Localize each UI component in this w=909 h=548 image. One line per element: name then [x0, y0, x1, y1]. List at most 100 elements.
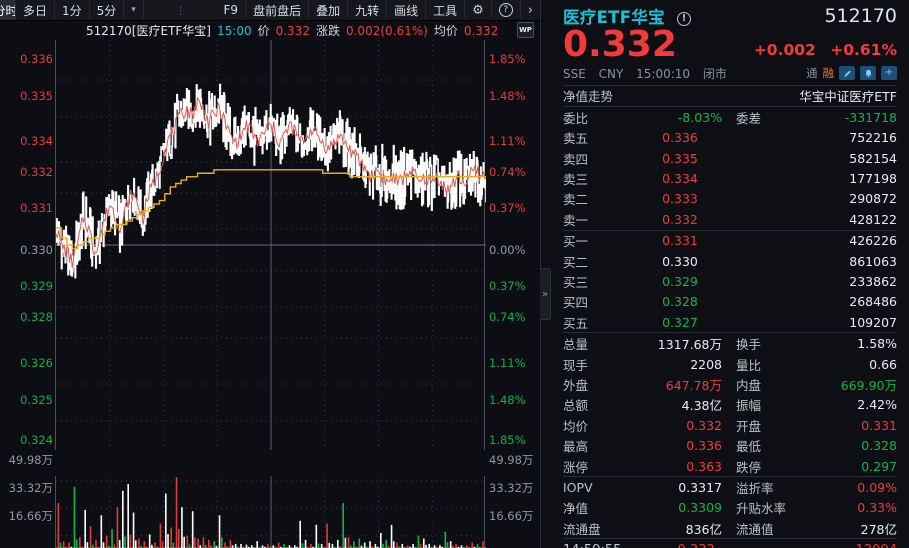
ask-row[interactable]: 卖二 0.333 290872	[541, 189, 909, 209]
plus-icon[interactable]: +	[881, 66, 897, 81]
period-tab-1[interactable]: 多日	[16, 0, 56, 20]
volume-axis-tick: 16.66万	[8, 509, 53, 523]
bid-row-qty: 233862	[849, 274, 897, 289]
overlay-button[interactable]: 叠加	[309, 0, 349, 20]
period-tab-3[interactable]: 5分	[90, 0, 125, 20]
chevron-right-icon[interactable]: ›	[527, 2, 533, 18]
price-axis-tick: 0.334	[20, 134, 53, 148]
bid-row[interactable]: 买二 0.330 861063	[541, 251, 909, 271]
ask-row-label: 卖四	[563, 151, 589, 167]
ask-row-qty: 752216	[849, 130, 897, 146]
pen-glyph	[843, 70, 851, 77]
f9-button[interactable]: F9	[217, 0, 247, 20]
volume-axis-tick-right: 16.66万	[489, 509, 534, 523]
stat-row-value-1: 1317.68万	[657, 337, 722, 353]
stat-row-value-1: 647.78万	[665, 377, 722, 393]
period-dropdown-button[interactable]: ▾	[124, 0, 144, 20]
price-change-group: +0.002 +0.61%	[745, 41, 897, 64]
stat-row-label-2: 最低	[736, 439, 762, 455]
tool-button-label: 工具	[433, 3, 458, 18]
chart-period-tabs: 分时多日 1分 5分	[0, 0, 125, 20]
help-icon[interactable]: ?	[492, 0, 521, 20]
price-axis-tick: 0.332	[20, 165, 53, 179]
price-axis-tick: 0.331	[20, 201, 53, 215]
quote-time: 15:00:10	[636, 66, 691, 81]
order-ratio-label: 委比	[563, 110, 589, 126]
period-tab-label: 多日	[23, 3, 48, 18]
percent-axis-tick: 1.48%	[489, 393, 526, 407]
volume-bar-chart	[56, 476, 486, 548]
stat-row-label-1: 现手	[563, 357, 589, 373]
gear-icon[interactable]: ⚙	[465, 0, 492, 20]
bid-row-qty: 268486	[849, 294, 897, 310]
nine-turn-button[interactable]: 九转	[348, 0, 388, 20]
bell-icon[interactable]	[860, 66, 876, 81]
warning-icon[interactable]: !	[677, 11, 691, 26]
tick-qty: 12094	[801, 543, 897, 548]
pen-icon[interactable]	[839, 66, 855, 81]
volume-plot[interactable]	[55, 476, 486, 548]
panel-expand-handle[interactable]: »	[540, 268, 551, 320]
draw-line-button[interactable]: 画线	[387, 0, 427, 20]
price-change-pct: +0.61%	[830, 40, 897, 59]
tools-button[interactable]: 工具	[426, 0, 466, 20]
divider	[563, 229, 897, 231]
period-tab-0[interactable]: 分时	[0, 0, 16, 20]
bid-row-qty: 109207	[849, 314, 897, 330]
ask-row-price: 0.333	[662, 191, 698, 207]
volume-axis-tick-right: 49.98万	[489, 453, 534, 467]
rong-badge[interactable]: 融	[822, 66, 835, 81]
tool-button-label: 盘前盘后	[253, 3, 302, 18]
tick-row[interactable]: 14:59:550.332▲12094	[541, 539, 909, 548]
nav-trend-label: 净值走势	[563, 89, 614, 105]
ask-row[interactable]: 卖五 0.336 752216	[541, 128, 909, 148]
stat-row-value-1: 4.38亿	[681, 398, 722, 414]
bid-row[interactable]: 买四 0.328 268486	[541, 292, 909, 312]
fund-stats-rows: IOPV 0.3317 溢折率 0.09% 净值 0.3309 升贴水率 0.33% 流通盘 83…	[541, 477, 909, 538]
chart-code-name: 512170[医疗ETF华宝]	[86, 24, 211, 38]
price-axis-tick: 0.336	[20, 52, 53, 66]
ask-row[interactable]: 卖四 0.335 582154	[541, 148, 909, 168]
stat-row-value-1: 0.336	[686, 438, 722, 454]
bid-row[interactable]: 买三 0.329 233862	[541, 271, 909, 291]
stat-row-value-2: 0.66	[869, 356, 897, 372]
ask-row-qty: 290872	[849, 191, 897, 207]
stat-row-label-1: 外盘	[563, 377, 589, 393]
quote-header: 医疗ETF华宝 ! 512170 0.332 +0.002 +0.61% SSE…	[541, 0, 909, 85]
bid-row-label: 买二	[563, 254, 589, 270]
ask-row-label: 卖三	[563, 172, 589, 188]
chevron-down-icon: ▾	[131, 5, 136, 15]
percent-axis-tick: 1.11%	[489, 134, 526, 148]
stat-row-value-2: 0.331	[861, 417, 897, 433]
nav-trend-row[interactable]: 净值走势 华宝中证医疗ETF	[541, 86, 909, 106]
bid-row[interactable]: 买一 0.331 426226	[541, 231, 909, 251]
stat-row-value-2: 0.297	[861, 458, 897, 474]
ask-row-qty: 177198	[849, 171, 897, 187]
ask-row-label: 卖一	[563, 212, 589, 228]
tool-button-label: F9	[223, 3, 239, 17]
tong-badge[interactable]: 通	[806, 66, 818, 81]
fund-stat-row-value-2: 0.09%	[857, 479, 897, 495]
bid-row-price: 0.331	[662, 233, 698, 249]
fund-stat-row-label-1: 净值	[563, 501, 589, 517]
stat-row: 外盘 647.78万 内盘 669.90万	[541, 374, 909, 394]
wp-monitor-icon[interactable]: WP	[517, 22, 534, 38]
tick-time: 14:59:55	[563, 543, 649, 548]
stat-row: 最高 0.336 最低 0.328	[541, 435, 909, 455]
fund-stat-row-value-2: 0.33%	[857, 500, 897, 516]
ask-row-price: 0.334	[662, 171, 698, 187]
fund-stat-row-label-1: 流通盘	[563, 521, 601, 537]
stat-row-value-2: 0.328	[861, 438, 897, 454]
stat-row-value-2: 669.90万	[840, 377, 897, 393]
period-tab-2[interactable]: 1分	[55, 0, 90, 20]
price-axis-tick: 0.326	[20, 356, 53, 370]
fund-stat-row-value-1: 0.3317	[678, 479, 722, 495]
pre-post-market-button[interactable]: 盘前盘后	[246, 0, 310, 20]
quote-action-icons: 通 融 +	[806, 65, 897, 81]
ask-row[interactable]: 卖三 0.334 177198	[541, 168, 909, 188]
bid-row-price: 0.327	[662, 314, 698, 330]
fund-stat-row-label-2: 升贴水率	[736, 501, 787, 517]
ask-row[interactable]: 卖一 0.332 428122	[541, 209, 909, 229]
price-plot[interactable]	[55, 40, 492, 450]
bid-row[interactable]: 买五 0.327 109207	[541, 312, 909, 332]
